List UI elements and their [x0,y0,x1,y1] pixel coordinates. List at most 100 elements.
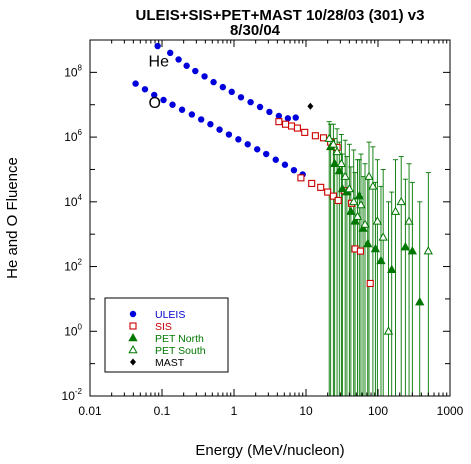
uleis-point [160,96,167,104]
x-tick-label: 0.1 [154,404,171,418]
uleis-point [141,86,149,93]
pet-south-point [378,232,388,241]
legend-marker-uleis [129,310,137,318]
y-tick-label: 104 [64,193,82,209]
pet-south-point [360,219,370,228]
sis-point [282,120,290,128]
uleis-point [281,161,289,168]
sis-point [356,247,364,255]
uleis-point [247,98,254,106]
uleis-point [244,141,251,148]
legend-marker-sis [129,322,137,330]
pet-north-point [346,206,356,215]
sis-point [324,188,332,196]
sis-point [308,179,316,187]
legend-markers [128,310,138,366]
uleis-point [132,80,139,87]
pet-south-point [340,171,350,180]
uleis-point [237,94,245,101]
pet-south-point [324,133,334,142]
uleis-point [197,116,205,123]
pet-south-point [372,216,383,225]
pet-south-point [356,199,366,209]
x-axis-label: Energy (MeV/nucleon) [195,442,344,459]
uleis-point [167,49,174,57]
pet-north-point [350,216,360,225]
pet-north-point [334,165,344,175]
uleis-point [272,156,279,163]
sis-point [329,192,337,200]
sis-point [334,196,342,205]
pet-north-point [370,243,381,253]
sis-point [288,122,296,130]
sis-point [317,183,325,191]
y-tick-label: 102 [64,258,82,274]
uleis-point [151,91,158,99]
legend-label-uleis: ULEIS [155,309,185,321]
pet-north-point [407,246,418,255]
uleis-point [228,88,235,96]
x-tick-label: 1000 [437,404,464,418]
axis-ticks [89,39,451,397]
pet-south-point [328,139,339,148]
uleis-point [225,131,233,138]
uleis-point [266,108,273,116]
x-tick-label: 1 [231,404,238,418]
sis-point [297,174,305,182]
sis-point [275,118,283,126]
legend-label-sis: SIS [155,321,172,333]
legend-label-mast: MAST [155,357,185,369]
uleis-point [219,83,227,91]
pet-south-point [344,183,355,193]
pet-north-point [337,183,348,193]
uleis-point [188,111,196,118]
pet-south-point [423,246,433,255]
y-tick-label: 106 [64,128,82,144]
pet-north-point [376,255,386,265]
uleis-point [169,101,176,108]
uleis-point [175,56,182,63]
pet-north-point [387,264,397,273]
pet-south-point [352,211,363,220]
pet-north-point [354,191,364,200]
uleis-point [154,42,161,50]
y-tick-label: 108 [64,63,82,79]
pet-north-point [358,223,368,232]
uleis-point [292,114,299,121]
uleis-point [201,73,208,80]
uleis-point [178,106,186,113]
x-tick-label: 10 [299,404,313,418]
y-tick-labels: 10-2 100 102 104 106 108 [62,63,83,403]
uleis-point [256,103,264,111]
uleis-point [275,112,283,120]
legend: ULEIS SIS PET North PET South MAST [104,297,229,373]
pet-south-point [383,326,394,335]
plot-content [132,42,433,396]
sis-point [293,124,301,132]
pet-south-point [336,158,347,168]
pet-south-point [404,216,414,225]
annotation-o: O [149,95,161,112]
pet-south-point [332,146,342,156]
pet-north-point [363,238,373,248]
annotation-he: He [149,54,170,71]
uleis-point [210,78,217,86]
sis-point [311,132,319,140]
x-tick-label: 100 [368,404,388,418]
y-tick-label: 10-2 [62,387,83,403]
y-tick-label: 100 [64,322,82,338]
pet-north-point [415,297,425,306]
legend-marker-pet-south [128,344,138,354]
legend-marker-pet-north [128,332,138,342]
uleis-point [284,115,292,122]
pet-north-point [329,158,340,168]
uleis-point [207,121,214,128]
plot-frame [89,39,451,397]
legend-label-pet-south: PET South [155,345,206,357]
uleis-point [253,146,261,153]
uleis-point [216,126,223,133]
legend-label-pet-north: PET North [155,333,204,345]
legend-marker-mast [130,358,136,366]
x-tick-label: 0.01 [78,404,102,418]
y-axis-label: He and O Fluence [4,157,21,279]
